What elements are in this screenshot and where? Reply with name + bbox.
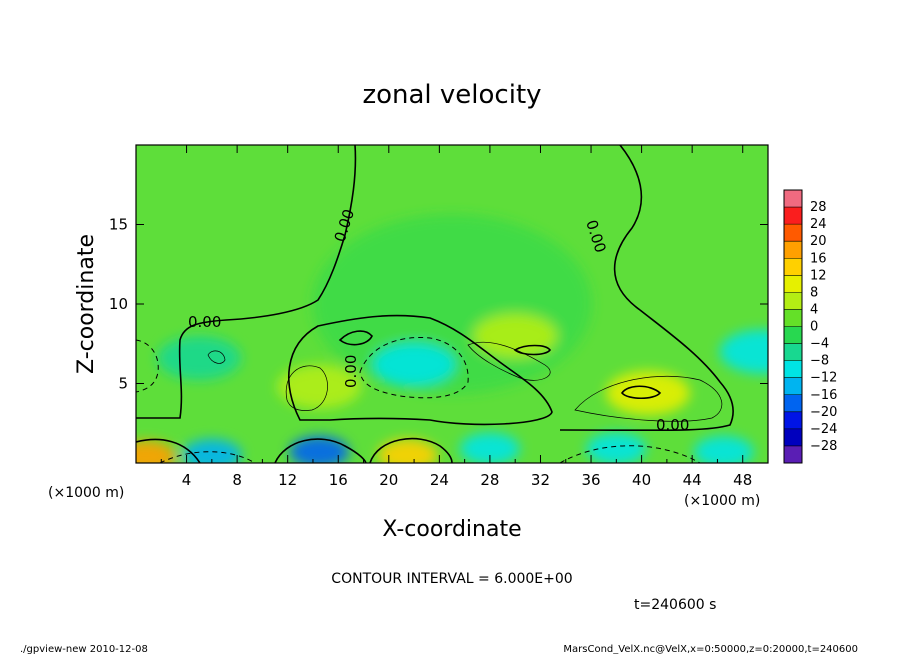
x-tick-label: 40 <box>632 471 651 489</box>
field-blob <box>181 439 242 463</box>
colorbar-tick-label: −4 <box>810 337 829 352</box>
x-tick-label: 28 <box>480 471 499 489</box>
colorbar-tick-label: 12 <box>810 268 827 283</box>
colorbar-swatch <box>784 258 802 276</box>
contour-labels: 0.00 0.00 0.00 0.00 0.00 <box>188 207 689 434</box>
field-blob <box>459 432 520 463</box>
footer-right: MarsCond_VelX.nc@VelX,x=0:50000,z=0:2000… <box>563 644 858 654</box>
colorbar-tick-label: −28 <box>810 439 837 454</box>
colorbar-tick-label: −8 <box>810 354 829 369</box>
small-contour-2 <box>338 330 373 346</box>
footer-left: ./gpview-new 2010-12-08 <box>20 644 148 654</box>
field-blob <box>693 435 754 463</box>
colorbar-swatch <box>784 190 802 208</box>
colorbar-swatch <box>784 224 802 242</box>
field-blob <box>377 439 438 463</box>
colorbar-tick-label: 24 <box>810 217 827 232</box>
yellow-blob-contour <box>620 385 662 400</box>
contour-lines <box>136 145 734 463</box>
colorbar-swatch <box>784 292 802 310</box>
field-blob <box>289 435 350 463</box>
thin-contour-3 <box>467 341 551 381</box>
contour-label-3: 0.00 <box>342 355 360 388</box>
colorbar-swatch <box>784 445 802 464</box>
dashed-contour-bottom <box>159 451 256 463</box>
thin-contour-1 <box>285 365 328 411</box>
colorbar-swatch <box>784 377 802 396</box>
dashed-contour-bottom-right <box>559 445 701 463</box>
zero-contour-left <box>136 145 357 419</box>
colorbar-swatch <box>784 428 802 447</box>
dashed-contour-left <box>136 339 159 393</box>
y-axis-title: Z-coordinate <box>74 234 99 374</box>
x-tick-label: 48 <box>733 471 752 489</box>
x-tick-label: 20 <box>379 471 398 489</box>
field-blob <box>277 364 362 409</box>
x-axis: 4 8 12 16 20 24 28 32 36 40 44 48 <box>160 145 752 489</box>
contour-label-5: 0.00 <box>656 416 689 434</box>
dashed-contours <box>136 336 701 463</box>
colorbar-tick-label: −12 <box>810 371 837 386</box>
bottom-contour-1 <box>136 438 201 463</box>
zero-contour-right <box>559 145 734 432</box>
chart-title: zonal velocity <box>362 80 541 110</box>
field-blob <box>372 342 457 387</box>
colorbar-tick-label: 8 <box>810 285 818 300</box>
colorbar: 28 24 20 16 12 8 4 0 −4 −8 −12 −16 −20 −24 −28 <box>783 189 837 464</box>
field-blob <box>473 313 558 358</box>
x-tick-label: 4 <box>182 471 192 489</box>
colorbar-tick-label: 16 <box>810 251 827 266</box>
colorbar-tick-label: −24 <box>810 422 837 437</box>
contour-interval-text: CONTOUR INTERVAL = 6.000E+00 <box>331 571 572 587</box>
y-tick-label: 10 <box>109 295 128 313</box>
colorbar-swatch <box>784 394 802 413</box>
x-tick-label: 12 <box>278 471 297 489</box>
colorbar-swatch <box>784 275 802 293</box>
y-tick-label: 5 <box>118 375 128 393</box>
bottom-contour-3 <box>369 437 453 463</box>
colorbar-swatch <box>784 326 802 345</box>
colorbar-tick-label: 20 <box>810 234 827 249</box>
contour-label-1: 0.00 <box>188 313 221 331</box>
field-blob <box>157 336 242 381</box>
x-tick-label: 36 <box>581 471 600 489</box>
field-blob <box>136 440 177 463</box>
colorbar-swatch <box>784 241 802 259</box>
y-axis: 5 10 15 <box>109 216 768 393</box>
x-axis-title: X-coordinate <box>382 517 521 542</box>
field-blob <box>605 371 690 416</box>
dashed-contour-center <box>359 336 469 399</box>
colorbar-tick-label: −16 <box>810 388 837 403</box>
y-unit-label: (×1000 m) <box>48 485 124 501</box>
x-tick-label: 16 <box>329 471 348 489</box>
x-tick-label: 32 <box>531 471 550 489</box>
colorbar-tick-label: 0 <box>810 320 818 335</box>
time-label: t=240600 s <box>634 597 716 613</box>
colorbar-tick-label: −20 <box>810 405 837 420</box>
x-tick-label: 24 <box>430 471 449 489</box>
y-tick-label: 15 <box>109 216 128 234</box>
colorbar-swatch <box>784 207 802 225</box>
field-blob <box>719 329 768 374</box>
colorbar-swatch <box>784 309 802 327</box>
x-tick-label: 8 <box>232 471 242 489</box>
thin-contours <box>207 341 723 422</box>
colorbar-swatch <box>784 411 802 430</box>
plot-area: 0.00 0.00 0.00 0.00 0.00 <box>136 145 768 463</box>
colorbar-swatch <box>784 343 802 362</box>
thin-contour-4 <box>207 350 226 364</box>
zero-contour-center <box>288 314 553 426</box>
x-tick-label: 44 <box>683 471 702 489</box>
field-blobs <box>136 214 768 463</box>
colorbar-tick-label: 28 <box>810 200 827 215</box>
field-blob <box>586 432 647 463</box>
thin-contour-2 <box>574 375 723 422</box>
colorbar-tick-label: 4 <box>810 302 818 317</box>
colorbar-swatch <box>784 360 802 379</box>
x-unit-label: (×1000 m) <box>684 493 760 509</box>
